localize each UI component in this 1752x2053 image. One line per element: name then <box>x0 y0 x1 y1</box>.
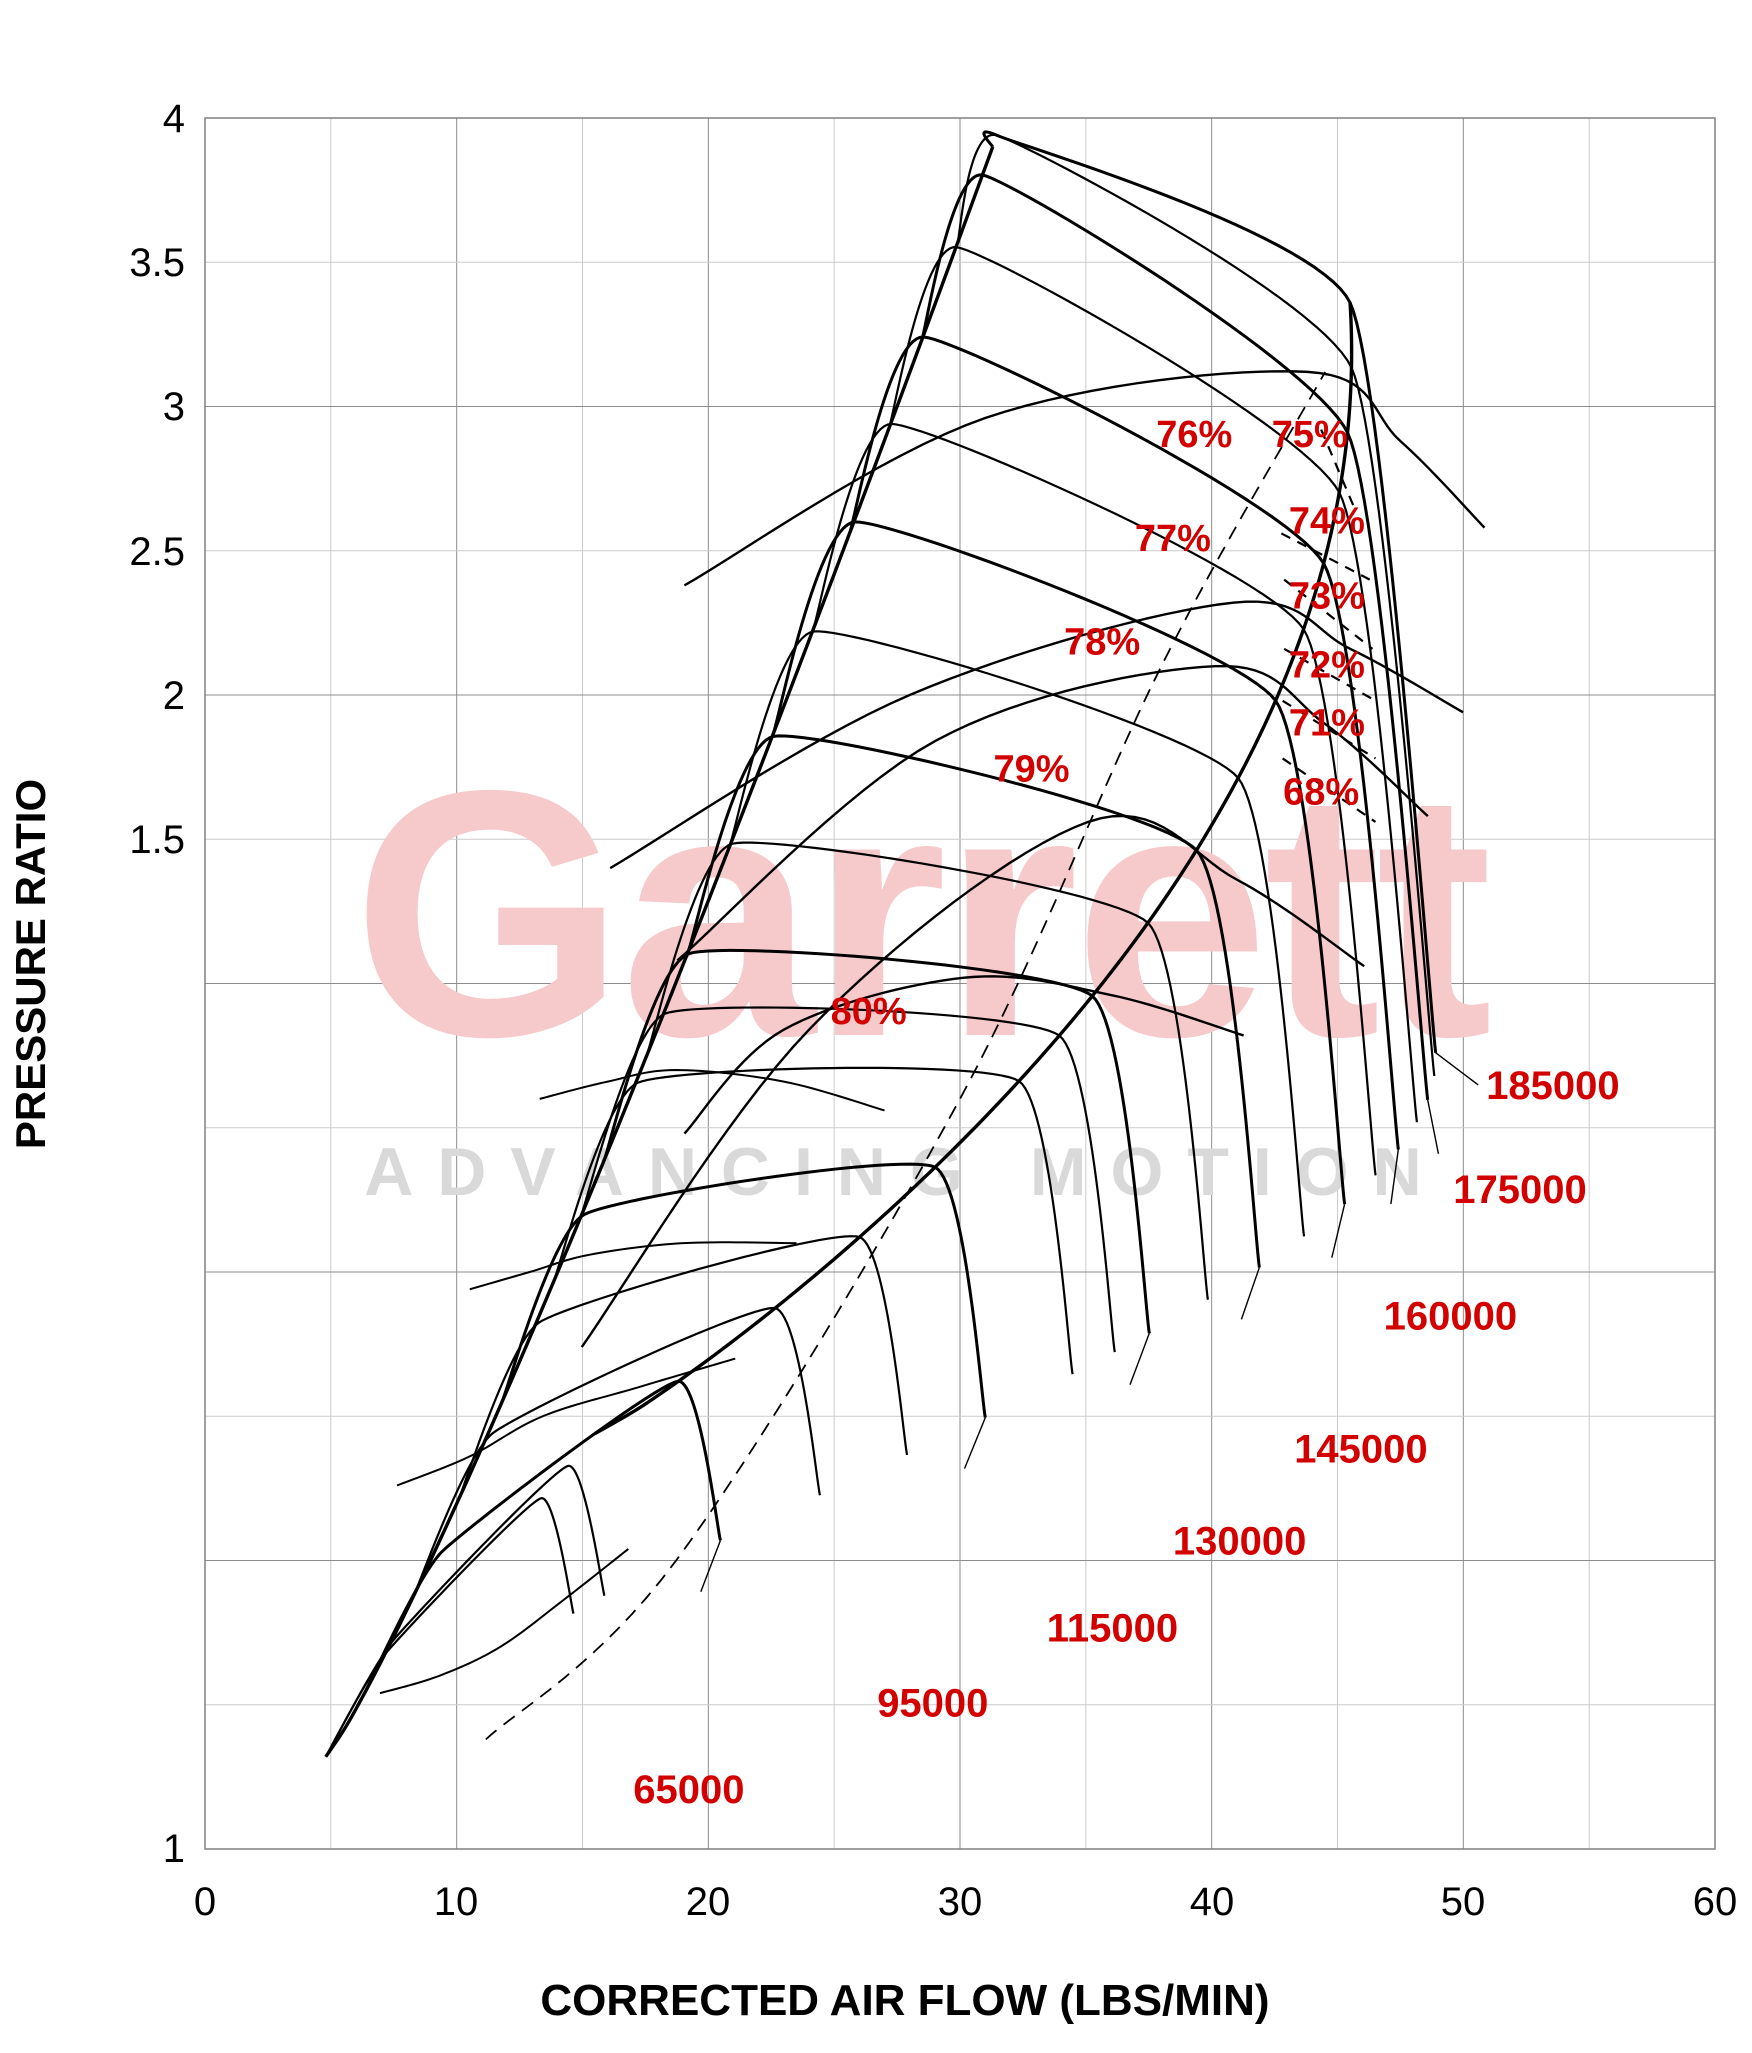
svg-text:2: 2 <box>163 674 185 718</box>
svg-text:160000: 160000 <box>1384 1295 1517 1339</box>
svg-text:1: 1 <box>163 1827 185 1871</box>
svg-text:115000: 115000 <box>1047 1606 1178 1650</box>
svg-text:PRESSURE RATIO: PRESSURE RATIO <box>7 779 54 1149</box>
svg-text:68%: 68% <box>1283 772 1359 814</box>
svg-text:2.5: 2.5 <box>129 530 185 574</box>
svg-text:80%: 80% <box>831 991 907 1033</box>
svg-text:60: 60 <box>1693 1880 1738 1924</box>
svg-text:145000: 145000 <box>1294 1427 1427 1471</box>
svg-text:30: 30 <box>938 1880 983 1924</box>
svg-text:3: 3 <box>163 385 185 429</box>
svg-text:73%: 73% <box>1289 576 1365 618</box>
svg-text:77%: 77% <box>1135 518 1211 560</box>
svg-text:50: 50 <box>1441 1880 1486 1924</box>
svg-text:76%: 76% <box>1156 414 1232 456</box>
svg-text:75%: 75% <box>1272 414 1348 456</box>
svg-text:185000: 185000 <box>1486 1064 1619 1108</box>
svg-text:72%: 72% <box>1289 645 1365 687</box>
svg-text:40: 40 <box>1190 1880 1235 1924</box>
svg-text:175000: 175000 <box>1453 1168 1586 1212</box>
svg-text:CORRECTED AIR FLOW (LBS/MIN): CORRECTED AIR FLOW (LBS/MIN) <box>540 1976 1269 2025</box>
svg-text:3.5: 3.5 <box>129 241 185 285</box>
svg-text:79%: 79% <box>993 749 1069 791</box>
svg-text:4: 4 <box>163 97 185 141</box>
svg-text:20: 20 <box>686 1880 731 1924</box>
svg-text:65000: 65000 <box>633 1768 744 1812</box>
svg-text:78%: 78% <box>1064 622 1140 664</box>
svg-text:71%: 71% <box>1289 702 1365 744</box>
svg-text:130000: 130000 <box>1173 1520 1306 1564</box>
svg-text:10: 10 <box>434 1880 479 1924</box>
svg-text:74%: 74% <box>1289 500 1365 542</box>
svg-text:0: 0 <box>194 1880 216 1924</box>
svg-text:95000: 95000 <box>877 1681 988 1725</box>
svg-text:1.5: 1.5 <box>129 818 185 862</box>
